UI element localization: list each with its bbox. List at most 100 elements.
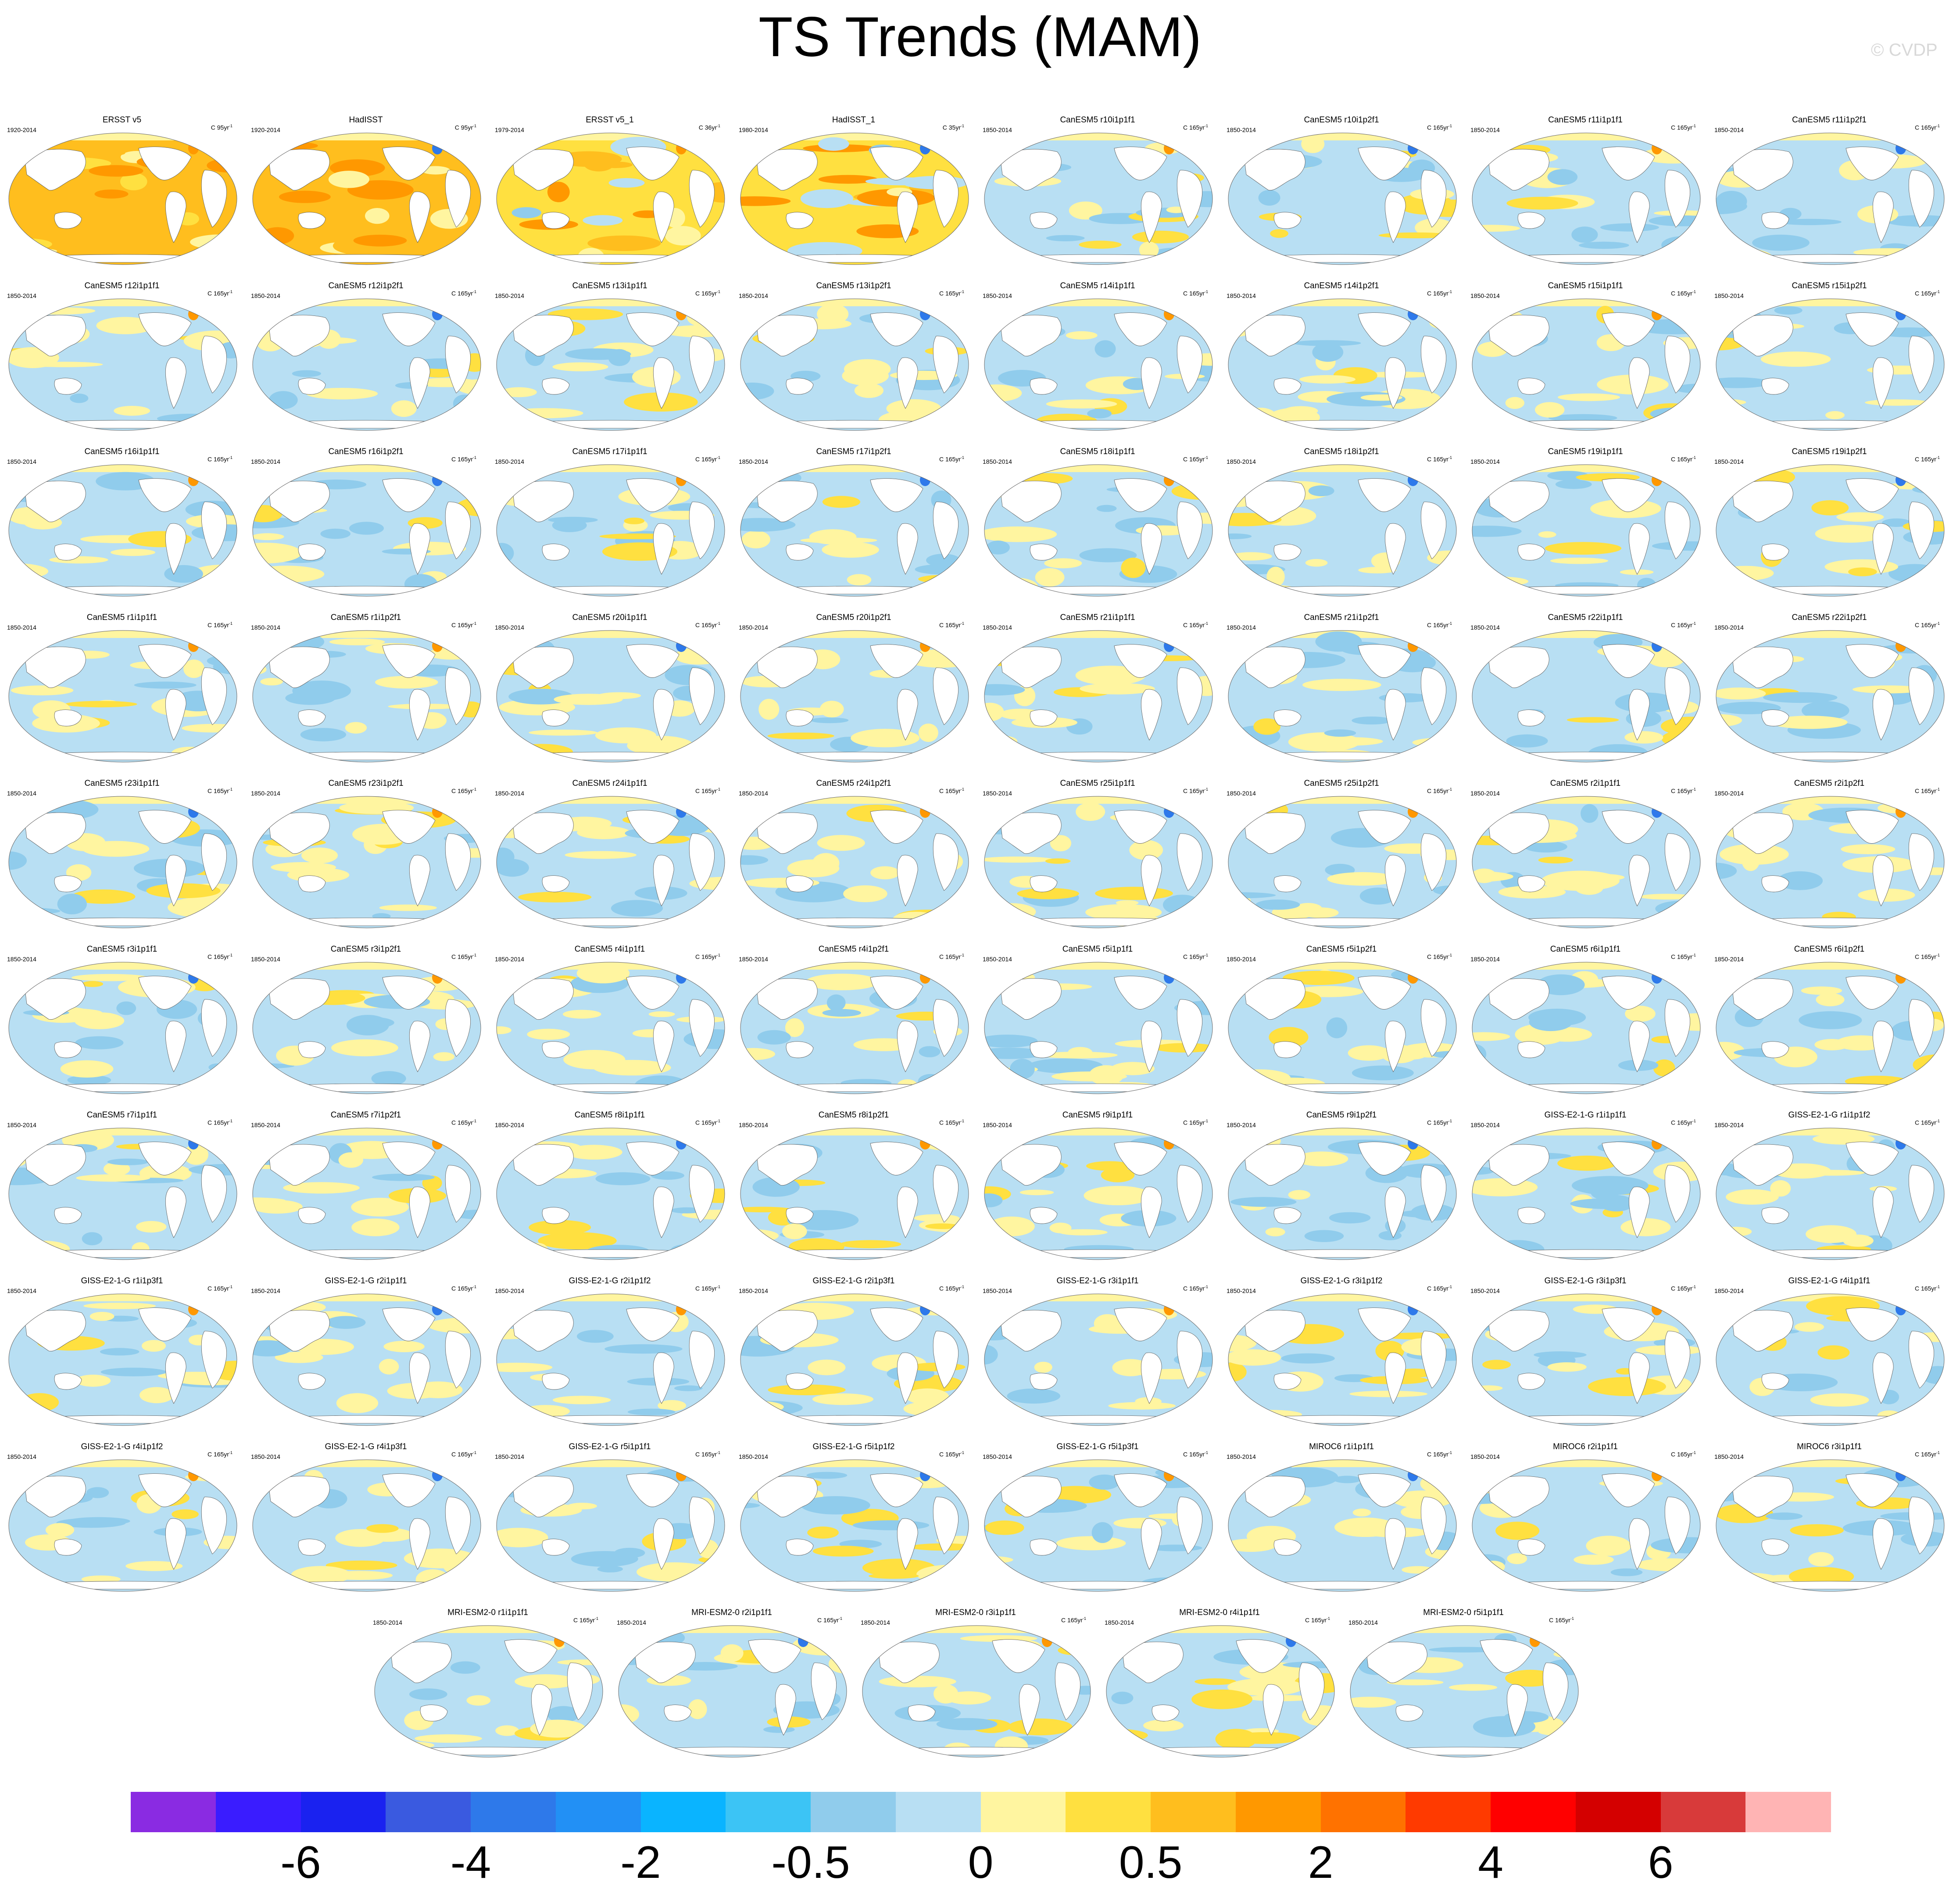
map-container xyxy=(495,131,726,267)
trend-map xyxy=(8,630,237,763)
trend-map xyxy=(862,1625,1091,1758)
land-mass xyxy=(1517,1041,1545,1058)
north-atlantic-patch xyxy=(1408,474,1418,486)
trend-anomaly-patch xyxy=(1396,1368,1433,1378)
map-container xyxy=(1714,462,1946,598)
arctic-band xyxy=(1228,299,1456,306)
land-mass xyxy=(1384,1518,1406,1570)
units-exponent: -1 xyxy=(1936,787,1940,791)
land-mass xyxy=(1030,1539,1058,1556)
land-mass xyxy=(445,170,471,228)
land-mass xyxy=(1114,1473,1167,1507)
units-text: C 165yr xyxy=(817,1616,839,1624)
trend-anomaly-patch xyxy=(843,885,887,903)
trend-anomaly-patch xyxy=(1326,1017,1348,1039)
units-text: C 165yr xyxy=(1427,1119,1449,1126)
trend-map xyxy=(1472,298,1701,431)
colorbar-swatch xyxy=(555,1792,641,1832)
panel-units: C 165yr-1 xyxy=(1427,787,1452,795)
trend-anomaly-patch xyxy=(1576,874,1625,881)
trend-anomaly-patch xyxy=(583,155,614,172)
land-mass xyxy=(1030,709,1058,727)
map-border xyxy=(8,796,237,928)
trend-anomaly-patch xyxy=(1265,1227,1285,1236)
trend-anomaly-patch xyxy=(1716,863,1737,879)
north-atlantic-patch xyxy=(676,308,687,320)
units-text: C 165yr xyxy=(939,621,961,629)
map-panel: ERSST v5_1 1979-2014 C 36yr-1 xyxy=(488,115,732,273)
land-mass xyxy=(445,999,471,1057)
trend-anomaly-patch xyxy=(114,406,150,416)
land-mass xyxy=(765,420,945,429)
trend-anomaly-patch xyxy=(625,1739,655,1751)
map-border xyxy=(8,962,237,1094)
units-text: C 165yr xyxy=(573,1616,595,1624)
trend-anomaly-patch xyxy=(1295,1151,1348,1167)
trend-map xyxy=(984,133,1213,265)
trend-map xyxy=(740,796,969,928)
north-atlantic-patch xyxy=(676,1137,687,1150)
north-atlantic-patch xyxy=(1896,1137,1906,1150)
panel-period: 1850-2014 xyxy=(1227,1453,1256,1460)
units-exponent: -1 xyxy=(229,1119,232,1123)
trend-anomaly-patch xyxy=(331,1039,398,1057)
land-mass xyxy=(870,810,923,844)
trend-anomaly-patch xyxy=(1545,542,1622,555)
land-mass xyxy=(1244,978,1305,1020)
map-panel: GISS-E2-1-G r4i1p1f1 1850-2014 C 165yr-1 xyxy=(1707,1276,1951,1434)
units-text: C 165yr xyxy=(1670,621,1692,629)
units-text: C 95yr xyxy=(211,124,229,131)
trend-map xyxy=(252,796,481,928)
trend-anomaly-patch xyxy=(146,883,221,899)
land-mass xyxy=(1000,812,1062,854)
units-exponent: -1 xyxy=(1692,953,1696,957)
units-text: C 165yr xyxy=(1183,124,1205,131)
land-mass xyxy=(897,1021,918,1072)
panel-units: C 165yr-1 xyxy=(1427,1119,1452,1126)
panel-title: CanESM5 r20i1p2f1 xyxy=(816,613,891,622)
units-exponent: -1 xyxy=(472,290,476,294)
land-mass xyxy=(382,312,436,346)
trend-anomaly-patch xyxy=(18,1240,70,1257)
arctic-band xyxy=(497,1460,725,1467)
trend-anomaly-patch xyxy=(1304,1230,1344,1242)
trend-anomaly-patch xyxy=(987,903,1036,920)
panel-title: CanESM5 r8i1p1f1 xyxy=(574,1110,645,1120)
panel-period: 1850-2014 xyxy=(1227,624,1256,631)
land-mass xyxy=(33,586,214,595)
panel-units: C 35yr-1 xyxy=(943,124,964,131)
units-text: C 35yr xyxy=(942,124,961,131)
panel-units: C 165yr-1 xyxy=(1183,1450,1208,1458)
map-panel: CanESM5 r17i1p1f1 1850-2014 C 165yr-1 xyxy=(488,447,732,605)
arctic-band xyxy=(253,133,481,140)
land-mass xyxy=(138,1473,192,1507)
units-exponent: -1 xyxy=(960,290,964,294)
trend-anomaly-patch xyxy=(60,1060,114,1078)
units-exponent: -1 xyxy=(1204,1450,1208,1455)
land-mass xyxy=(512,1310,574,1352)
trend-anomaly-patch xyxy=(82,981,104,987)
units-text: C 165yr xyxy=(451,455,473,463)
trend-anomaly-patch xyxy=(71,889,136,904)
land-mass xyxy=(54,212,82,229)
colorbar-swatch xyxy=(300,1792,386,1832)
map-border xyxy=(496,1293,725,1426)
map-panel: CanESM5 r14i1p2f1 1850-2014 C 165yr-1 xyxy=(1220,281,1463,439)
map-panel: CanESM5 r11i1p1f1 1850-2014 C 165yr-1 xyxy=(1463,115,1707,273)
trend-anomaly-patch xyxy=(1848,567,1877,577)
land-mass xyxy=(1252,1083,1433,1092)
land-mass xyxy=(1740,917,1921,926)
trend-anomaly-patch xyxy=(253,1197,286,1203)
land-mass xyxy=(786,212,814,229)
map-border xyxy=(252,464,481,597)
land-mass xyxy=(1384,1021,1406,1072)
map-border xyxy=(1228,1459,1457,1592)
trend-anomaly-patch xyxy=(674,1385,703,1391)
units-text: C 165yr xyxy=(695,1450,717,1458)
land-mass xyxy=(765,752,945,760)
land-mass xyxy=(1374,1747,1555,1755)
trend-anomaly-patch xyxy=(1378,1231,1402,1240)
map-border xyxy=(496,1128,725,1260)
units-exponent: -1 xyxy=(960,1450,964,1455)
panel-title: GISS-E2-1-G r2i1p1f1 xyxy=(325,1276,407,1286)
